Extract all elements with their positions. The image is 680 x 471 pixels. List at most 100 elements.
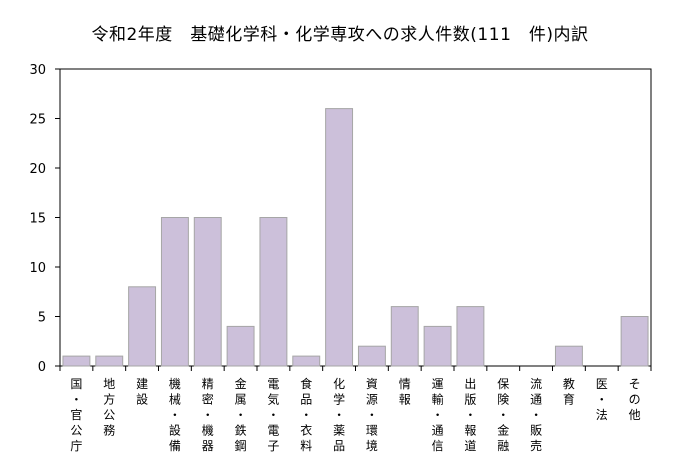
y-tick-label: 15 (29, 212, 46, 227)
x-category-label-char: ・ (267, 408, 279, 422)
x-category-label-char: 情 (399, 377, 411, 391)
y-tick-label: 20 (29, 162, 46, 177)
x-category-label-char: ・ (497, 408, 509, 422)
x-category-label-char: 気 (267, 392, 279, 407)
x-category-label-char: 鋼 (235, 439, 247, 453)
bar (292, 355, 321, 367)
x-category-label-char: 庁 (70, 439, 82, 453)
x-category-label-char: 品 (300, 393, 312, 407)
x-category-label-char: 通 (432, 424, 444, 438)
bar (620, 316, 649, 367)
bar (193, 217, 222, 367)
bar (128, 286, 157, 367)
x-category-label-char: ・ (235, 408, 247, 422)
y-tick-label: 5 (38, 311, 46, 326)
y-tick-label: 30 (29, 63, 46, 78)
x-category-label-char: ・ (70, 393, 82, 407)
x-category-label-char: 国 (70, 377, 82, 391)
x-category-label-char: 道 (464, 439, 476, 453)
bar (554, 345, 583, 367)
x-category-label-char: 備 (169, 438, 181, 453)
x-category-label-char: 化 (333, 377, 345, 391)
bar (259, 217, 288, 367)
x-category-label-char: 他 (629, 408, 641, 422)
x-category-label-char: 流 (530, 377, 542, 391)
x-category-label-char: 教 (563, 376, 575, 391)
x-category-label-char: 源 (366, 393, 378, 407)
x-category-label-char: 販 (530, 424, 542, 438)
x-category-label-char: 育 (563, 392, 575, 407)
x-category-label-char: の (629, 393, 641, 407)
x-category-label-char: 報 (464, 424, 476, 438)
x-category-label-char: ・ (169, 408, 181, 422)
y-tick-label: 25 (29, 113, 46, 128)
x-category-label-char: 電 (267, 377, 279, 391)
bar (160, 217, 189, 367)
x-category-label-char: ・ (202, 408, 214, 422)
x-category-label-char: 建 (136, 377, 148, 391)
x-category-label-char: 医 (596, 377, 608, 391)
x-category-label-char: 精 (202, 377, 214, 391)
x-category-label-char: 設 (136, 392, 148, 407)
y-tick-label: 0 (38, 360, 46, 375)
x-category-label-char: ・ (464, 408, 476, 422)
x-category-label-char: 輸 (432, 392, 444, 407)
x-category-label-char: 器 (202, 439, 214, 453)
x-category-label-char: 械 (169, 392, 181, 407)
x-category-label-char: 売 (530, 438, 542, 453)
x-category-label-char: 学 (333, 392, 345, 407)
x-category-label-char: 融 (497, 439, 509, 453)
x-category-label-char: 機 (169, 376, 181, 391)
x-category-label-char: 法 (596, 408, 608, 422)
x-category-label-char: 険 (497, 393, 509, 407)
x-category-label-char: 設 (169, 423, 181, 438)
x-category-label-char: 子 (267, 439, 279, 453)
bar (226, 325, 255, 367)
x-category-label-char: 資 (366, 377, 378, 391)
bar (390, 306, 419, 367)
x-category-label-char: 衣 (300, 423, 312, 438)
x-category-label-char: 出 (464, 377, 476, 391)
bar (357, 345, 386, 367)
x-category-label-char: 通 (530, 393, 542, 407)
bar (95, 355, 124, 367)
bar (456, 306, 485, 367)
x-category-label-char: 料 (300, 439, 312, 453)
x-category-label-char: 金 (235, 376, 247, 391)
x-category-label-char: 機 (202, 423, 214, 438)
x-category-label-char: 地 (103, 377, 115, 391)
x-category-label-char: ・ (530, 408, 542, 422)
x-category-label-char: 鉄 (235, 423, 247, 438)
x-category-label-char: 報 (399, 393, 411, 407)
x-category-label-char: 食 (300, 376, 312, 391)
x-category-label-char: 運 (432, 377, 444, 391)
x-category-label-char: 公 (103, 408, 115, 422)
x-category-label-char: 属 (235, 393, 247, 407)
x-category-label-char: ・ (300, 408, 312, 422)
x-category-label-char: 方 (103, 392, 115, 407)
y-tick-label: 10 (29, 261, 46, 276)
x-category-label-char: ・ (432, 408, 444, 422)
x-category-label-char: ・ (333, 408, 345, 422)
x-category-label-char: 品 (333, 439, 345, 453)
x-category-label-char: 密 (202, 392, 214, 407)
x-category-label-char: そ (629, 377, 641, 391)
x-category-label-char: 務 (103, 424, 115, 438)
x-category-label-char: 官 (70, 407, 82, 422)
x-category-label-char: 公 (70, 424, 82, 438)
x-category-label-char: 保 (497, 377, 509, 391)
chart-title: 令和2年度 基礎化学科・化学専攻への求人件数(111 件)内訳 (91, 25, 589, 45)
bar (62, 355, 91, 367)
x-category-label-char: 薬 (333, 424, 345, 438)
x-category-label-char: 電 (267, 424, 279, 438)
x-category-label-char: 版 (464, 393, 476, 407)
x-category-label-char: 信 (432, 439, 444, 453)
x-category-label-char: 金 (497, 423, 509, 438)
x-category-label-char: ・ (596, 393, 608, 407)
x-category-label-char: 境 (366, 438, 378, 453)
x-category-label-char: 環 (366, 424, 378, 438)
x-category-label-char: ・ (366, 408, 378, 422)
bar (423, 325, 452, 367)
bar (325, 108, 354, 367)
